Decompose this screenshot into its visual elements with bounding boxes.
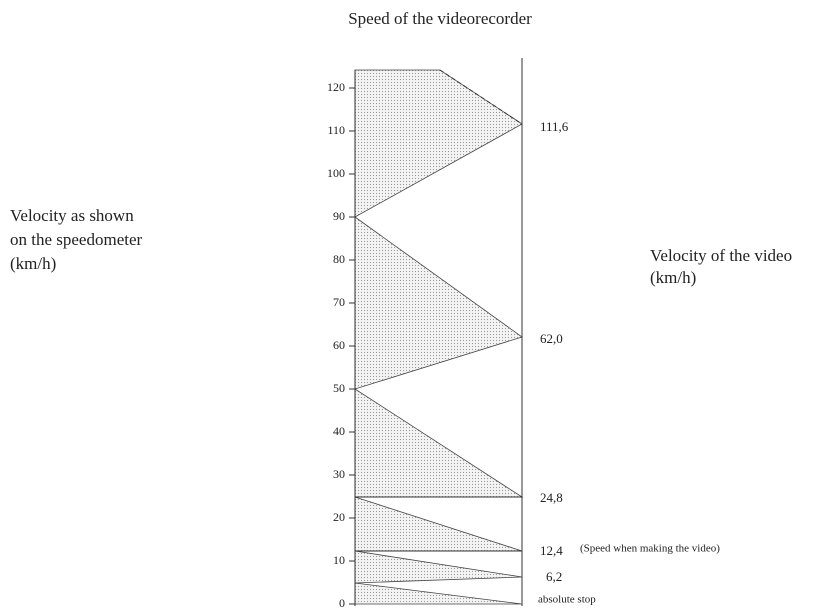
annotation: (Speed when making the video) [580,543,720,555]
tick-label: 30 [333,467,345,481]
tick-label: 100 [327,166,345,180]
right-value: 24,8 [540,490,563,505]
tick-label: 90 [333,209,345,223]
right-value: 12,4 [540,543,563,558]
tick-label: 60 [333,338,345,352]
region [354,216,523,390]
dashed-edge [439,69,523,125]
tick-label: 120 [327,80,345,94]
tick-label: 0 [339,596,345,610]
region [354,582,523,605]
left-label: (km/h) [10,254,56,273]
title: Speed of the videorecorder [348,9,532,28]
stop-label: absolute stop [538,594,596,606]
tick-label: 40 [333,424,345,438]
left-label: Velocity as shown [10,206,134,225]
right-value: 62,0 [540,331,563,346]
right-label: (km/h) [650,268,696,287]
tick-label: 10 [333,553,345,567]
region [354,496,523,552]
tick-label: 50 [333,381,345,395]
tick-label: 80 [333,252,345,266]
region [354,550,523,584]
left-label: on the speedometer [10,230,143,249]
right-value: 6,2 [546,569,562,584]
tick-label: 110 [327,123,345,137]
region [354,69,523,218]
tick-label: 20 [333,510,345,524]
shaded-regions [354,58,524,606]
tick-label: 70 [333,295,345,309]
right-label: Velocity of the video [650,246,792,265]
region [354,388,524,498]
right-value: 111,6 [540,119,569,134]
